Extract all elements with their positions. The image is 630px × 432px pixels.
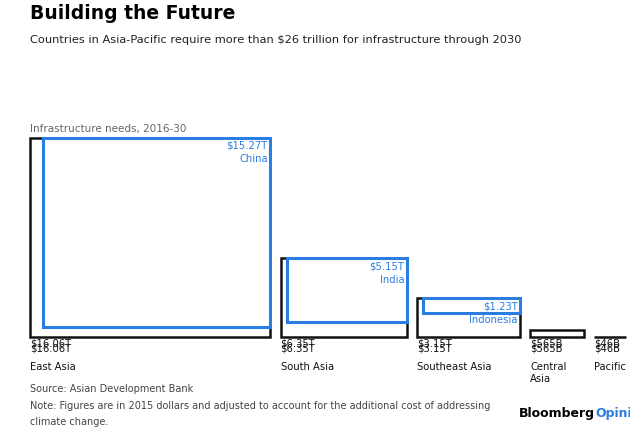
Text: Bloomberg: Bloomberg	[519, 407, 595, 420]
Text: Pacific: Pacific	[594, 362, 626, 372]
Bar	[287, 258, 407, 322]
Text: Note: Figures are in 2015 dollars and adjusted to account for the additional cos: Note: Figures are in 2015 dollars and ad…	[30, 401, 491, 411]
Text: $46B: $46B	[594, 338, 620, 348]
Bar	[530, 330, 584, 337]
Text: $5.15T
India: $5.15T India	[370, 261, 404, 285]
Bar	[30, 138, 270, 337]
Text: $16.06T: $16.06T	[30, 338, 71, 348]
Text: East Asia: East Asia	[30, 362, 76, 372]
Bar	[423, 298, 520, 313]
Text: Source: Asian Development Bank: Source: Asian Development Bank	[30, 384, 193, 394]
Text: $16.06T: $16.06T	[30, 343, 71, 353]
Text: $565B: $565B	[530, 338, 563, 348]
Bar	[43, 138, 270, 327]
Text: South Asia: South Asia	[280, 362, 334, 372]
Text: Opinion: Opinion	[595, 407, 630, 420]
Text: climate change.: climate change.	[30, 417, 108, 427]
Text: $565B: $565B	[530, 343, 563, 353]
Text: $46B: $46B	[594, 343, 620, 353]
Bar	[280, 258, 407, 337]
Text: $3.15T: $3.15T	[417, 343, 452, 353]
Text: Infrastructure needs, 2016-30: Infrastructure needs, 2016-30	[30, 124, 186, 134]
Text: Southeast Asia: Southeast Asia	[417, 362, 491, 372]
Text: Central
Asia: Central Asia	[530, 362, 566, 384]
Text: $3.15T: $3.15T	[417, 338, 452, 348]
Text: Countries in Asia-Pacific require more than $26 trillion for infrastructure thro: Countries in Asia-Pacific require more t…	[30, 35, 522, 44]
Text: $15.27T
China: $15.27T China	[227, 141, 268, 165]
Text: $6.35T: $6.35T	[280, 338, 315, 348]
Text: $1.23T
Indonesia: $1.23T Indonesia	[469, 301, 517, 324]
Text: Building the Future: Building the Future	[30, 4, 236, 23]
Text: $6.35T: $6.35T	[280, 343, 315, 353]
Bar	[417, 298, 520, 337]
